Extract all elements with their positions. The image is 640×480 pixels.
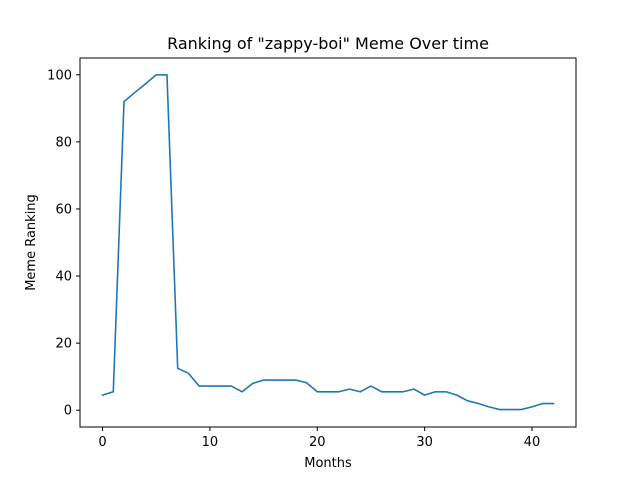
x-tick-label: 30 xyxy=(416,435,433,450)
x-tick-label: 40 xyxy=(524,435,541,450)
axis-ticks: 0 10 20 30 40 0 20 40 60 80 100 xyxy=(47,68,540,450)
chart-title: Ranking of "zappy-boi" Meme Over time xyxy=(167,34,489,53)
y-tick-label: 0 xyxy=(64,404,72,419)
plot-area xyxy=(101,73,555,411)
series-line xyxy=(101,73,555,411)
x-tick-label: 0 xyxy=(98,435,106,450)
y-tick-label: 80 xyxy=(55,135,72,150)
y-axis-label: Meme Ranking xyxy=(24,194,39,291)
x-tick-label: 10 xyxy=(202,435,219,450)
plot-frame xyxy=(79,57,577,428)
y-tick-label: 20 xyxy=(55,337,72,352)
y-tick-label: 100 xyxy=(47,68,72,83)
y-tick-label: 40 xyxy=(55,270,72,285)
x-tick-label: 20 xyxy=(309,435,326,450)
x-axis-label: Months xyxy=(304,456,352,471)
y-tick-label: 60 xyxy=(55,202,72,217)
